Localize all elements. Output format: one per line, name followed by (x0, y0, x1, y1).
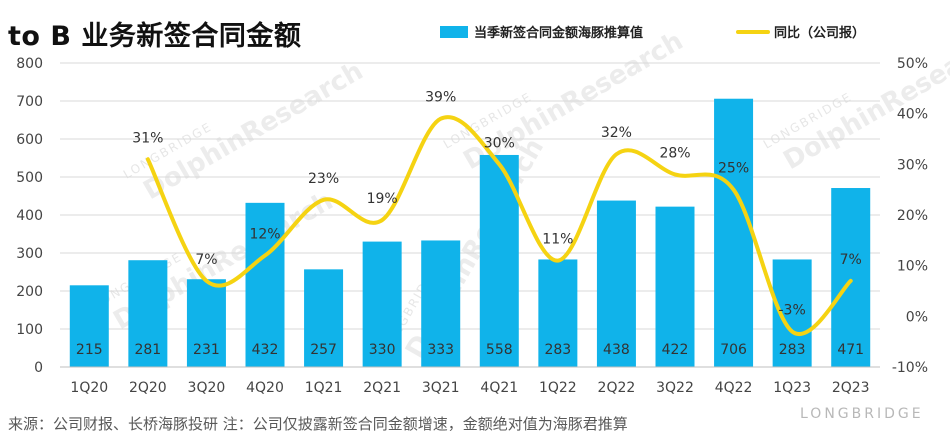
bar-value-label: 215 (76, 342, 103, 358)
bar (362, 241, 402, 367)
yoy-point (204, 279, 208, 283)
bar (421, 240, 461, 367)
yoy-value-label: 7% (195, 252, 217, 268)
y-right-tick-label: 10% (897, 259, 928, 275)
y-right-tick-label: 30% (897, 157, 928, 173)
yoy-value-label: 12% (249, 227, 280, 243)
x-tick-label: 2Q20 (129, 380, 167, 396)
bar-value-label: 438 (603, 342, 630, 358)
yoy-value-label: 31% (132, 130, 163, 146)
yoy-value-label: 19% (367, 191, 398, 207)
yoy-value-label: -3% (779, 303, 806, 319)
yoy-point (497, 162, 501, 166)
x-tick-label: 2Q21 (363, 380, 401, 396)
yoy-value-label: 11% (542, 232, 573, 248)
bar (596, 200, 636, 367)
x-tick-label: 3Q20 (188, 380, 226, 396)
bar-series: 215 281 231 432 257 330 333 558 283 438 422 706 283 4… (69, 98, 871, 367)
yoy-value-label: 30% (484, 135, 515, 151)
x-tick-label: 1Q22 (539, 380, 577, 396)
bar-value-label: 432 (252, 342, 279, 358)
x-tick-label: 4Q22 (715, 380, 753, 396)
yoy-point (322, 198, 326, 202)
yoy-point (673, 172, 677, 176)
yoy-point (732, 188, 736, 192)
x-tick-label: 4Q21 (480, 380, 518, 396)
y-left-tick-label: 600 (16, 132, 43, 148)
x-tick-label: 1Q23 (773, 380, 811, 396)
x-tick-label: 3Q22 (656, 380, 694, 396)
bar-value-label: 281 (134, 342, 161, 358)
y-left-tick-label: 200 (16, 284, 43, 300)
x-tick-label: 1Q21 (305, 380, 343, 396)
x-tick-label: 3Q21 (422, 380, 460, 396)
bar (831, 188, 871, 367)
yoy-value-label: 23% (308, 171, 339, 187)
chart-title: to B 业务新签合同金额 (8, 21, 302, 52)
y-left-tick-label: 100 (16, 322, 43, 338)
yoy-point (614, 152, 618, 156)
x-tick-label: 2Q22 (598, 380, 636, 396)
legend-bar-swatch (440, 26, 468, 38)
yoy-point (439, 117, 443, 121)
bar-value-label: 257 (310, 342, 337, 358)
legend-line-label: 同比（公司报） (774, 25, 865, 41)
bar-value-label: 231 (193, 342, 220, 358)
bar (128, 260, 168, 367)
yoy-value-label: 25% (718, 161, 749, 177)
bar (655, 206, 695, 367)
line-series: 31% 7% 12% 23% 19% 39% 30% 11% 32% 28% 25% -3% 7% (132, 90, 862, 336)
bar-value-label: 706 (720, 342, 747, 358)
y-left-tick-label: 700 (16, 94, 43, 110)
bar-value-label: 333 (427, 342, 454, 358)
yoy-point (146, 157, 150, 161)
legend-bar-label: 当季新签合同金额海豚推算值 (474, 25, 643, 41)
yoy-point (380, 218, 384, 222)
source-note: 来源：公司财报、长桥海豚投研 注：公司仅披露新签合同金额增速，金额绝对值为海豚君… (8, 415, 628, 433)
y-left-tick-label: 500 (16, 170, 43, 186)
y-right-tick-label: -10% (892, 360, 928, 376)
y-left-tick-label: 0 (34, 360, 43, 376)
y-left-tick-label: 300 (16, 246, 43, 262)
bar (714, 98, 754, 367)
bar-value-label: 471 (837, 342, 864, 358)
yoy-point (556, 259, 560, 263)
yoy-point (263, 254, 267, 258)
bar-value-label: 558 (486, 342, 513, 358)
yoy-value-label: 32% (601, 125, 632, 141)
x-tick-label: 4Q20 (246, 380, 284, 396)
y-right-tick-label: 20% (897, 208, 928, 224)
bar-value-label: 283 (779, 342, 806, 358)
bar (186, 279, 226, 367)
bar-value-label: 283 (544, 342, 571, 358)
y-right-tick-label: 50% (897, 56, 928, 72)
yoy-value-label: 39% (425, 90, 456, 106)
y-right-tick-label: 40% (897, 107, 928, 123)
x-tick-label: 2Q23 (832, 380, 870, 396)
bar (69, 285, 109, 367)
axis-layer: 0 100 200 300 400 500 600 700 800 -10% 0% 10% 20% 30%… (16, 56, 928, 396)
brand-watermark: LONGBRIDGE (800, 406, 924, 422)
yoy-value-label: 28% (659, 145, 690, 161)
y-left-tick-label: 400 (16, 208, 43, 224)
bar-value-label: 422 (662, 342, 689, 358)
y-left-tick-label: 800 (16, 56, 43, 72)
legend: 当季新签合同金额海豚推算值 同比（公司报） (440, 25, 865, 41)
yoy-point (849, 279, 853, 283)
bar (304, 269, 344, 367)
y-right-tick-label: 0% (906, 309, 928, 325)
x-tick-label: 1Q20 (70, 380, 108, 396)
bar (245, 202, 285, 367)
bar (538, 259, 578, 367)
yoy-value-label: 7% (840, 252, 862, 268)
yoy-point (790, 330, 794, 334)
bar-value-label: 330 (369, 342, 396, 358)
